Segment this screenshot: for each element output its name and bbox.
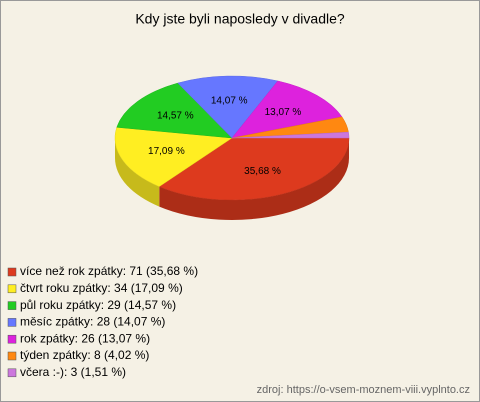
- data-label: 14,57 %: [157, 111, 194, 122]
- legend-label: čtvrt roku zpátky: 34 (17,09 %): [20, 281, 183, 295]
- slice-side: [115, 138, 160, 207]
- legend-label: měsíc zpátky: 28 (14,07 %): [20, 315, 165, 329]
- legend-swatch: [7, 267, 17, 277]
- source: zdroj: https://o-vsem-moznem-viii.vyplnt…: [257, 384, 470, 396]
- slice-side: [159, 138, 349, 220]
- data-label: 13,07 %: [265, 107, 302, 118]
- legend-swatch: [7, 284, 17, 294]
- legend-label: více než rok zpátky: 71 (35,68 %): [20, 264, 198, 278]
- legend-swatch: [7, 351, 17, 361]
- slice: [231, 80, 343, 139]
- legend-label: včera :-): 3 (1,51 %): [20, 365, 126, 379]
- legend-label: týden zpátky: 8 (4,02 %): [20, 348, 149, 362]
- legend-label: půl roku zpátky: 29 (14,57 %): [20, 298, 176, 312]
- data-label: 14,07 %: [211, 95, 248, 106]
- slice: [231, 131, 350, 139]
- chart-title: Kdy jste byli naposledy v divadle?: [135, 11, 345, 27]
- data-label: 35,68 %: [244, 166, 281, 177]
- legend-label: rok zpátky: 26 (13,07 %): [20, 331, 150, 345]
- legend-swatch: [7, 301, 17, 310]
- slice: [177, 75, 279, 139]
- slice: [114, 127, 233, 187]
- legend-swatch: [7, 318, 17, 327]
- legend-swatch: [7, 368, 17, 378]
- legend-swatch: [7, 334, 17, 344]
- data-label: 17,09 %: [148, 146, 185, 157]
- slice: [116, 82, 233, 139]
- slice: [158, 137, 350, 201]
